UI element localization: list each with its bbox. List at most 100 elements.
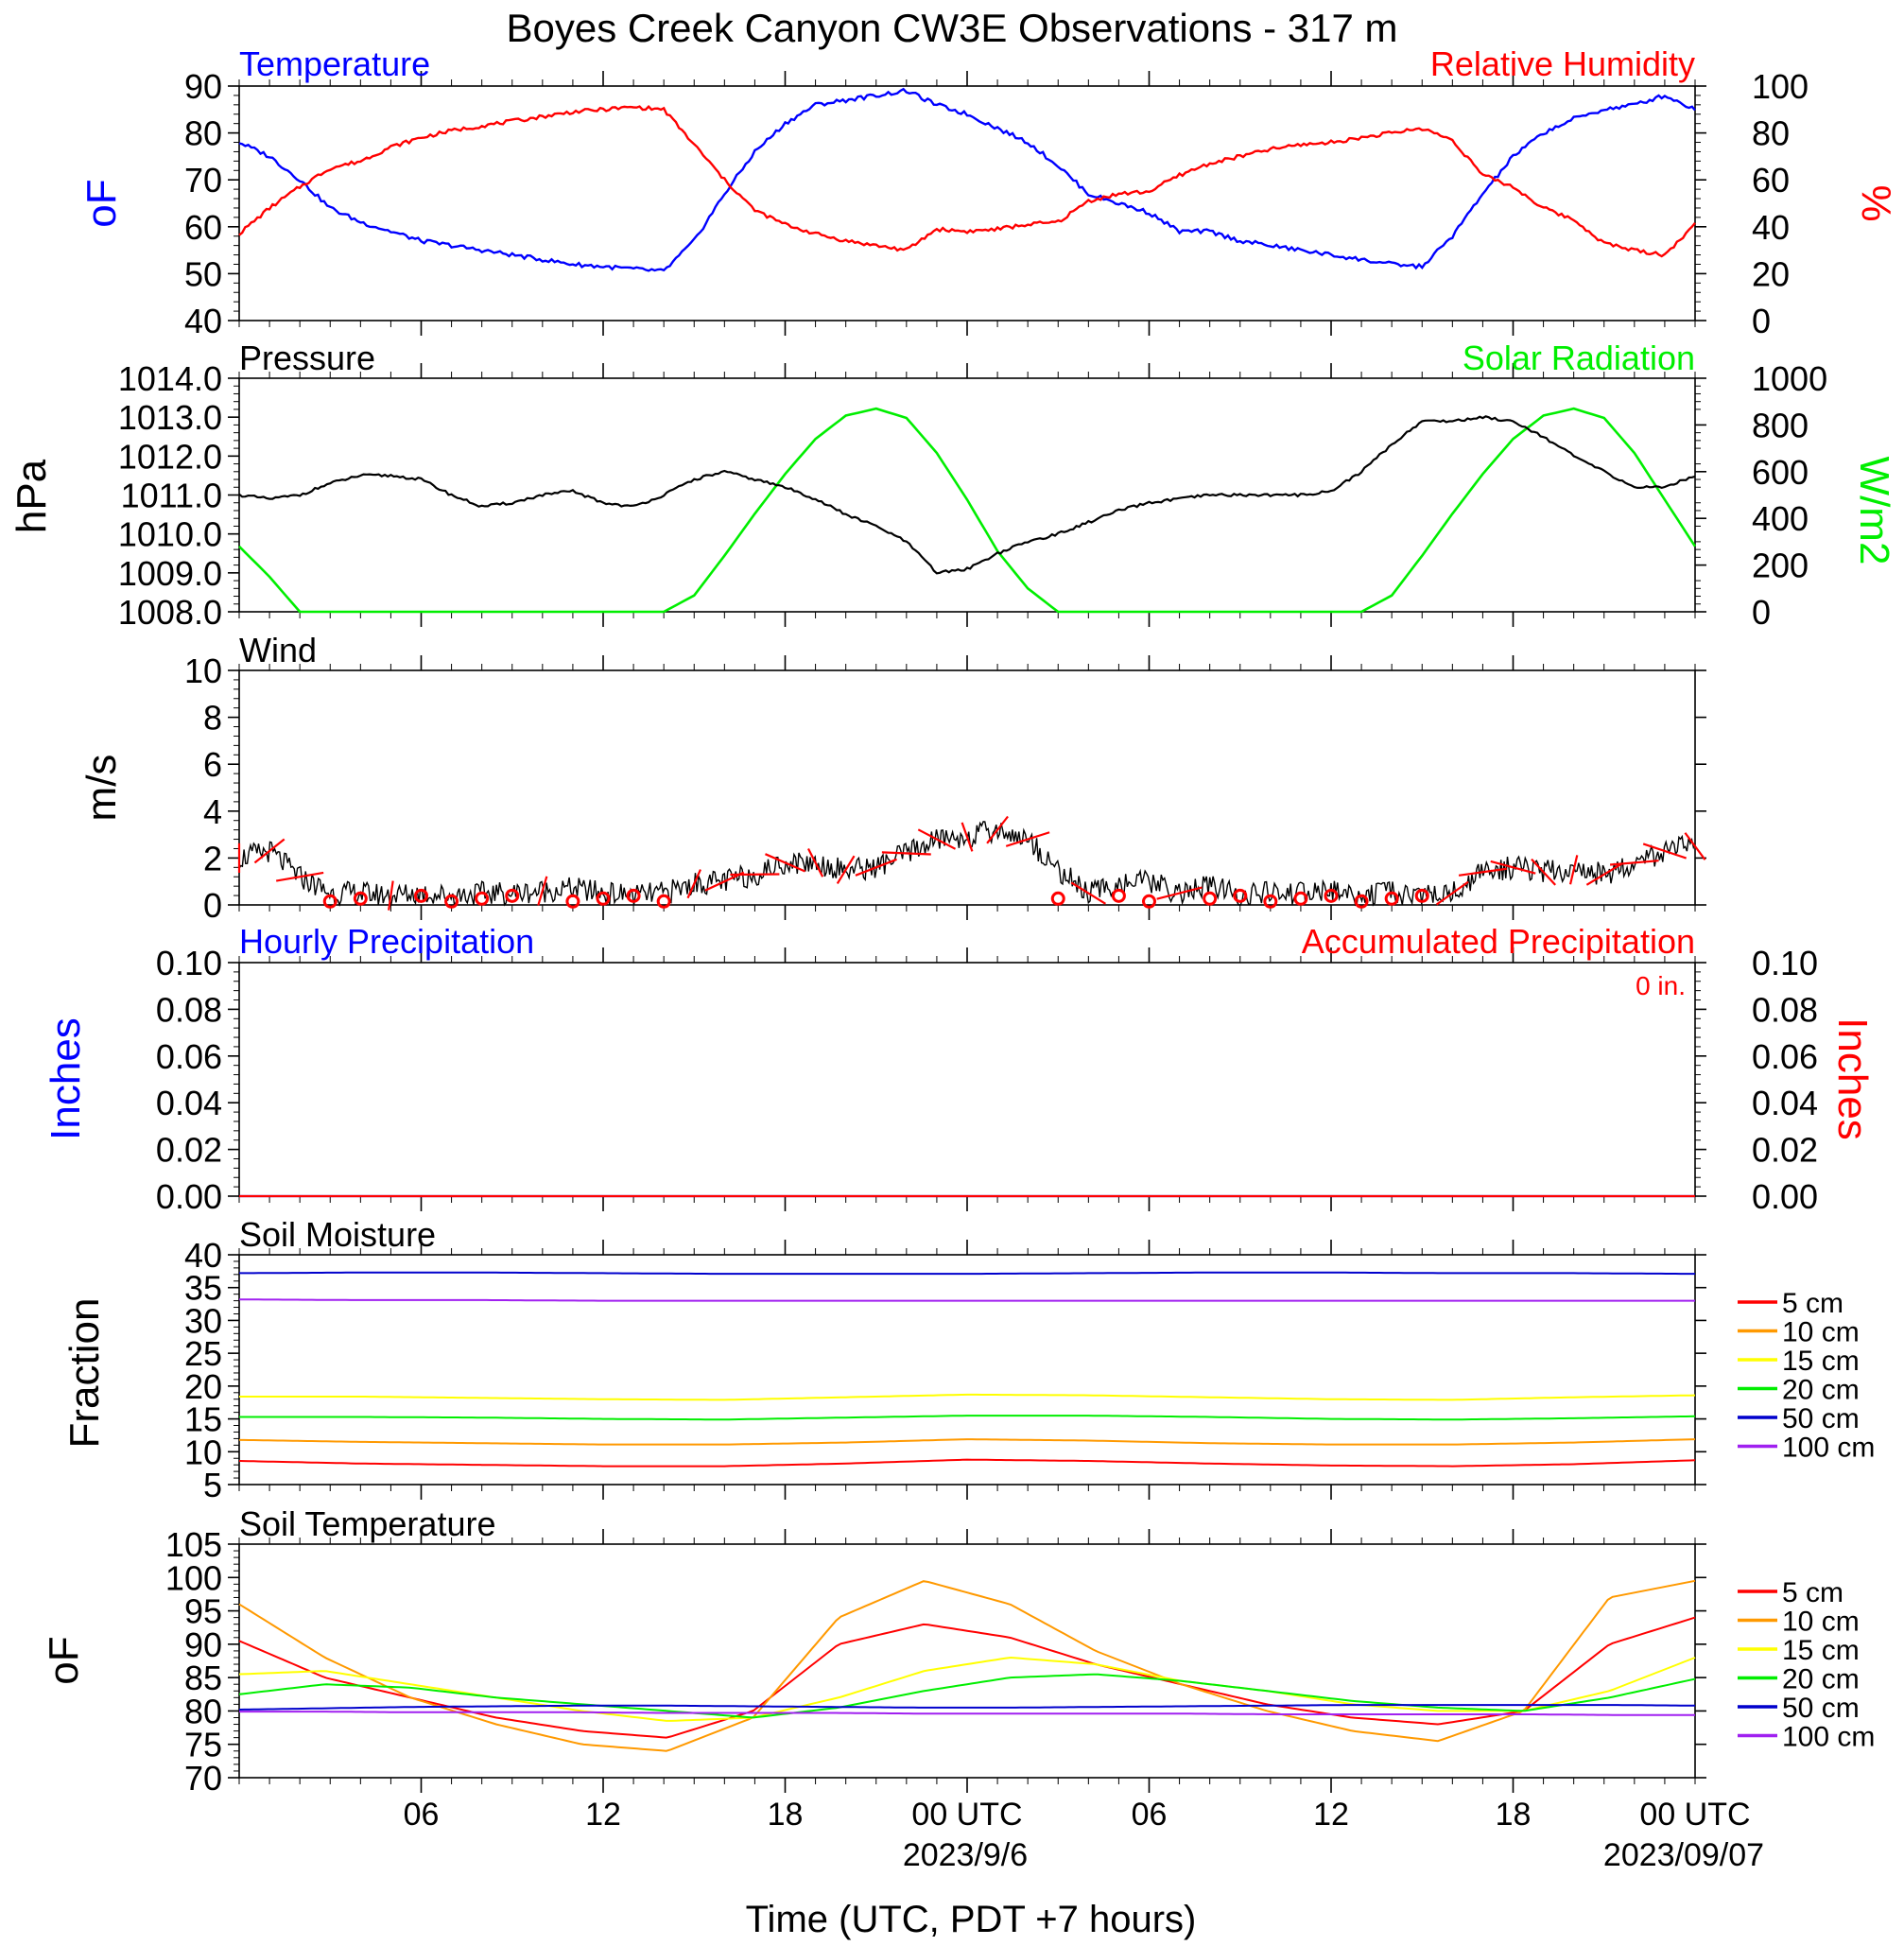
x-axis-label: Time (UTC, PDT +7 hours) xyxy=(746,1899,1197,1940)
wind-direction-mark xyxy=(730,873,780,877)
legend-label: 10 cm xyxy=(1782,1607,1860,1638)
legend-label: 50 cm xyxy=(1782,1693,1860,1724)
y-tick-label: 40 xyxy=(184,302,222,340)
y-tick-label-right: 0.00 xyxy=(1752,1177,1818,1216)
y-tick-label: 40 xyxy=(184,1236,222,1275)
wind-direction-mark xyxy=(537,876,548,906)
wind-direction-mark xyxy=(388,880,394,911)
calm-marker xyxy=(475,891,490,906)
legend-label: 5 cm xyxy=(1782,1577,1843,1608)
plot-frame xyxy=(238,377,1696,613)
x-tick-label: 06 xyxy=(1132,1797,1168,1833)
y-tick-label-right: 0.02 xyxy=(1752,1131,1818,1170)
series-line-50-cm xyxy=(238,1704,1696,1711)
series-line-temperature xyxy=(238,87,1696,272)
y-tick-label: 80 xyxy=(184,114,222,153)
y-axis-label-left: oF xyxy=(78,179,125,227)
panel-title-left: Wind xyxy=(239,631,317,669)
wind-direction-mark xyxy=(1070,881,1106,905)
calm-marker xyxy=(414,888,428,903)
y-tick-label: 1010.0 xyxy=(118,515,222,554)
y-tick-label-right: 0 xyxy=(1752,302,1771,340)
wind-direction-mark xyxy=(881,851,931,856)
plot-frame xyxy=(238,1543,1696,1779)
y-tick-label: 50 xyxy=(184,254,222,293)
x-axis: 06 12 18 00 UTC 06 12 18 00 UTC 2023/9/6 2023/09/… xyxy=(404,1797,1765,1873)
panel-title-right: Relative Humidity xyxy=(1430,44,1695,83)
y-tick-label-right: 40 xyxy=(1752,208,1790,247)
y-axis-label-left: oF xyxy=(41,1636,87,1684)
calm-marker xyxy=(505,888,520,903)
x-tick-label: 00 UTC xyxy=(911,1797,1022,1833)
x-tick-label: 00 UTC xyxy=(1639,1797,1750,1833)
y-tick-label: 10 xyxy=(184,652,222,690)
y-tick-label-right: 0.08 xyxy=(1752,990,1818,1029)
calm-marker xyxy=(626,888,641,903)
y-tick-label: 25 xyxy=(184,1334,222,1373)
y-axis-label-right: % xyxy=(1853,184,1899,221)
legend-label: 100 cm xyxy=(1782,1722,1875,1753)
panel-title-left: Pressure xyxy=(239,339,375,377)
series-line-100-cm xyxy=(239,1298,1695,1302)
y-tick-label-right: 1000 xyxy=(1752,359,1827,398)
wind-direction-mark xyxy=(917,828,957,850)
y-tick-label-right: 600 xyxy=(1752,453,1809,492)
calm-marker xyxy=(596,891,611,906)
x-tick-label: 18 xyxy=(1496,1797,1532,1833)
x-tick-label: 18 xyxy=(768,1797,804,1833)
panel-title-right: Accumulated Precipitation xyxy=(1302,922,1695,961)
panel-title-left: Temperature xyxy=(239,44,430,83)
y-axis-label-right: Inches xyxy=(1829,1017,1876,1140)
y-tick-label: 105 xyxy=(165,1525,222,1564)
calm-marker xyxy=(1142,894,1156,909)
accumulated-total-annotation: 0 in. xyxy=(1636,971,1686,1000)
calm-marker xyxy=(656,894,671,909)
y-tick-label-right: 0.04 xyxy=(1752,1084,1818,1122)
wind-direction-mark xyxy=(275,871,324,882)
chart-title: Boyes Creek Canyon CW3E Observations - 3… xyxy=(506,6,1397,50)
series-line-10-cm xyxy=(238,1438,1696,1446)
panel-precipitation: 0.00 0.02 0.04 0.06 0.08 0.10 0.00 0.02 0.04 0.06… xyxy=(43,922,1876,1216)
wind-direction-mark xyxy=(1435,880,1469,906)
series-line-20-cm xyxy=(238,1673,1696,1719)
y-axis-label-left: hPa xyxy=(9,459,55,533)
y-tick-label: 35 xyxy=(184,1269,222,1308)
calm-marker xyxy=(1111,888,1126,903)
y-tick-label: 0.04 xyxy=(156,1084,222,1122)
wind-direction-mark xyxy=(686,869,701,899)
y-tick-label: 10 xyxy=(184,1433,222,1471)
y-tick-label: 1013.0 xyxy=(118,398,222,437)
y-tick-label: 8 xyxy=(203,699,222,738)
wind-direction-mark xyxy=(986,815,1009,844)
calm-marker xyxy=(565,894,580,909)
y-axis-label-left: Fraction xyxy=(61,1298,108,1449)
y-tick-label: 0.06 xyxy=(156,1037,222,1076)
calm-marker xyxy=(444,894,459,909)
y-tick-label: 1014.0 xyxy=(118,359,222,398)
x-date-label: 2023/09/07 xyxy=(1603,1837,1764,1873)
series-line-5-cm xyxy=(238,1458,1696,1468)
wind-direction-mark xyxy=(1609,860,1659,866)
plot-frame xyxy=(238,962,1696,1197)
y-tick-label: 30 xyxy=(184,1301,222,1340)
y-tick-label-right: 400 xyxy=(1752,499,1809,538)
y-tick-label: 20 xyxy=(184,1367,222,1406)
y-axis-label-right: W/m2 xyxy=(1851,457,1897,565)
wind-direction-mark xyxy=(1684,832,1706,860)
x-date-label: 2023/9/6 xyxy=(903,1837,1028,1873)
y-tick-label-right: 800 xyxy=(1752,406,1809,444)
wind-direction-mark xyxy=(1458,867,1507,877)
y-tick-label: 75 xyxy=(184,1726,222,1764)
series-line-15-cm xyxy=(239,1393,1696,1401)
calm-marker xyxy=(353,891,368,906)
calm-marker xyxy=(1233,888,1248,903)
y-tick-label: 0.10 xyxy=(156,944,222,982)
y-tick-label: 60 xyxy=(184,208,222,247)
calm-marker xyxy=(1263,894,1278,909)
calm-marker xyxy=(1203,891,1218,906)
wind-direction-mark xyxy=(253,838,286,864)
y-tick-label: 5 xyxy=(203,1466,222,1504)
